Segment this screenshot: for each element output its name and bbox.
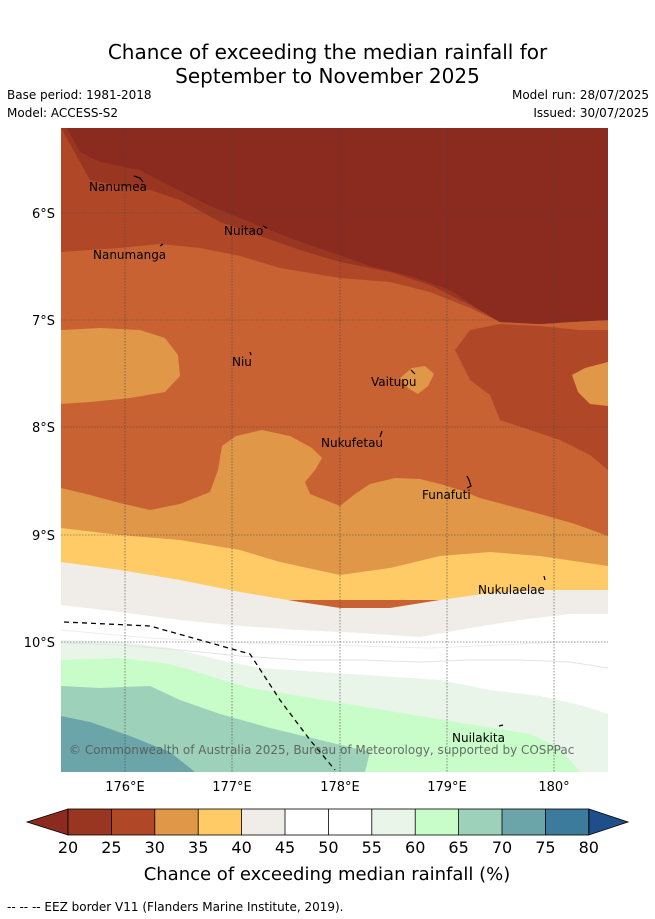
colorbar-cell-70-75 [502,809,546,835]
place-label-niu: Niu [232,355,252,369]
island-marks [133,175,546,727]
eez-legend: -- -- -- EEZ border V11 (Flanders Marine… [7,900,344,914]
colorbar-cell-20-25 [68,809,112,835]
lon-tick-176e: 176°E [105,780,145,795]
lat-tick-6s: 6°S [32,207,55,222]
place-label-vaitupu: Vaitupu [371,375,417,389]
colorbar-tick-30: 30 [145,838,165,857]
lat-tick-9s: 9°S [32,529,55,544]
lon-tick-179e: 179°E [427,780,467,795]
colorbar-extend-low [25,808,69,836]
colorbar-cell-45-50 [285,809,329,835]
eez-border-line [63,621,336,771]
colorbar-cell-30-35 [154,809,199,835]
island-nukufetau [379,430,383,438]
place-label-nanumea: Nanumea [89,180,147,194]
colorbar-tick-40: 40 [231,838,251,857]
colorbar-tick-50: 50 [318,838,338,857]
island-nanumanga [159,243,164,247]
colorbar-tick-25: 25 [101,838,121,857]
lon-tick-178e: 178°E [320,780,360,795]
colorbar-tick-75: 75 [535,838,555,857]
contour-55 [61,629,608,649]
map-area: Nanumea Nuitao Nanumanga Niu Vaitupu Nuk… [61,128,608,772]
island-nanumea [133,175,144,183]
colorbar-tick-80: 80 [579,838,599,857]
lat-tick-10s: 10°S [24,636,55,651]
colorbar: 20 25 30 35 40 45 50 55 60 65 70 75 80 C… [25,808,630,885]
band-35-40-vaitupu [400,366,434,394]
copyright-notice: © Commonwealth of Australia 2025, Bureau… [69,743,574,757]
colorbar-tick-60: 60 [405,838,425,857]
colorbar-tick-20: 20 [58,838,78,857]
island-nukulaelae [543,575,546,581]
lat-tick-8s: 8°S [32,421,55,436]
place-label-nuilakita: Nuilakita [452,731,505,745]
band-75-80 [61,716,195,772]
band-15-20 [67,128,608,324]
place-label-nanumanga: Nanumanga [93,248,166,262]
colorbar-cell-35-40 [198,809,242,835]
island-vaitupu [410,369,416,375]
map-title-line1: Chance of exceeding the median rainfall … [107,40,548,64]
place-label-funafuti: Funafuti [422,488,471,502]
colorbar-tick-45: 45 [275,838,295,857]
band-40-45 [61,528,608,600]
colorbar-tick-65: 65 [448,838,468,857]
band-35-40-east [572,362,608,406]
colorbar-cell-40-45 [241,809,285,835]
base-period: Base period: 1981-2018 [7,88,152,102]
colorbar-cell-25-30 [111,809,155,835]
colorbar-extend-high [588,808,630,836]
island-funafuti [466,475,472,489]
place-label-nuitao: Nuitao [224,224,263,238]
colorbar-tick-70: 70 [492,838,512,857]
island-nuilakita [498,724,504,727]
model-run: Model run: 28/07/2025 [511,88,649,102]
lon-tick-180: 180° [538,780,569,795]
colorbar-cell-75-80 [545,809,589,835]
contour-50 [61,642,608,669]
graticule [61,128,608,772]
band-25-30-east [455,324,608,470]
colorbar-cell-60-65 [415,809,459,835]
band-35-40-west [61,328,180,404]
island-niu [249,351,252,356]
colorbar-cell-50-55 [328,809,372,835]
map-title: Chance of exceeding the median rainfall … [0,40,655,88]
colorbar-label: Chance of exceeding median rainfall (%) [144,864,511,885]
colorbar-cell-55-60 [371,809,416,835]
colorbar-tick-35: 35 [188,838,208,857]
place-label-nukufetau: Nukufetau [321,436,383,450]
model-name: Model: ACCESS-S2 [7,106,119,120]
island-nuitao [262,225,268,229]
issued-date: Issued: 30/07/2025 [533,106,649,120]
colorbar-cell-65-70 [458,809,502,835]
place-label-nukulaelae: Nukulaelae [478,583,545,597]
colorbar-tick-55: 55 [362,838,382,857]
lat-tick-7s: 7°S [32,314,55,329]
lon-tick-177e: 177°E [212,780,252,795]
map-title-line2: September to November 2025 [175,64,480,88]
